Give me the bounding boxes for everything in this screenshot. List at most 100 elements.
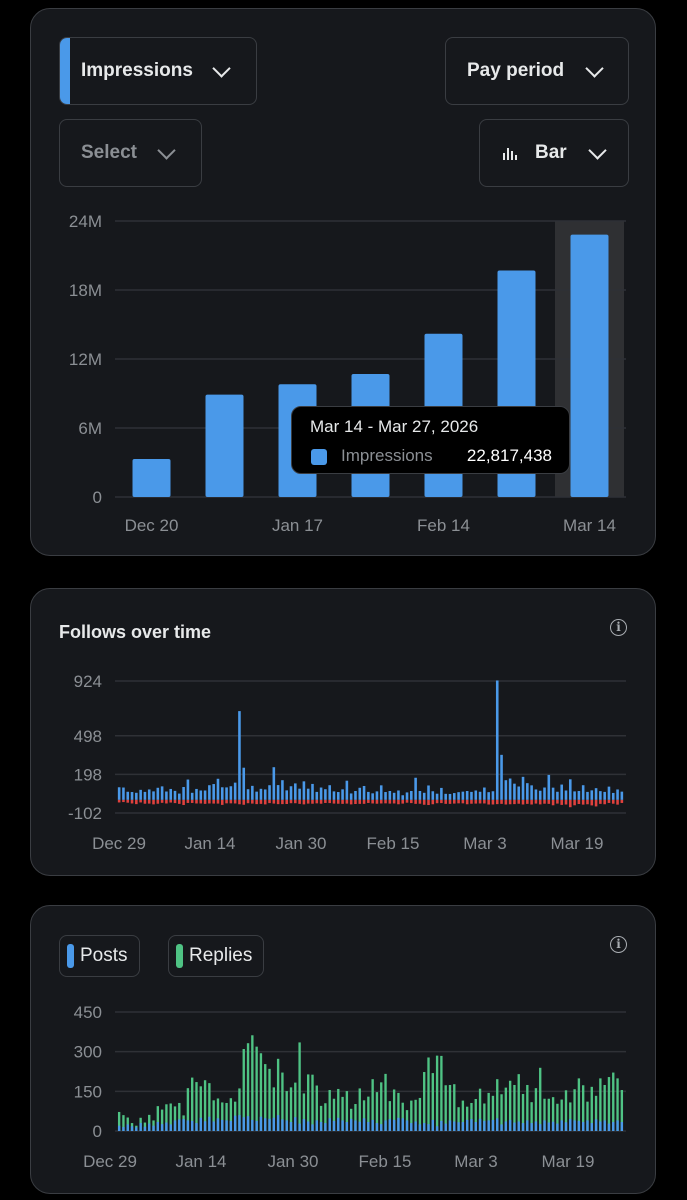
posts-bar (173, 1120, 177, 1131)
gained-bar (448, 793, 452, 800)
y-tick-label: 0 (93, 1122, 102, 1141)
posts-bar (319, 1122, 323, 1131)
gained-bar (581, 785, 585, 800)
lost-bar (444, 799, 447, 804)
y-tick-label: 24M (69, 212, 102, 231)
gained-bar (418, 791, 422, 800)
posts-bar (199, 1117, 202, 1131)
posts-bar (178, 1119, 181, 1131)
lost-bar (349, 799, 353, 805)
gained-bar (324, 789, 327, 800)
gained-bar (564, 790, 568, 800)
gained-bar (367, 791, 370, 800)
lost-bar (569, 799, 572, 808)
gained-bar (345, 780, 349, 800)
tooltip-series-label: Impressions (341, 446, 433, 465)
info-icon[interactable]: i (610, 936, 627, 953)
lost-bar (298, 799, 301, 804)
posts-bar (311, 1124, 314, 1131)
posts-bar (526, 1120, 529, 1131)
posts-bar (461, 1122, 465, 1131)
info-icon[interactable]: i (610, 619, 627, 636)
gained-bar (165, 791, 168, 800)
posts-legend-chip[interactable]: Posts (59, 935, 140, 977)
gained-bar (405, 792, 409, 800)
x-tick-label: Jan 14 (184, 834, 235, 853)
replies-bar (165, 1104, 168, 1131)
posts-bar (521, 1123, 525, 1131)
lost-bar (143, 799, 147, 804)
gained-bar (530, 785, 533, 800)
gained-bar (255, 791, 258, 800)
lost-bar (345, 799, 349, 804)
gained-bar (401, 795, 405, 800)
lost-bar (135, 799, 138, 805)
metric-dropdown[interactable]: Impressions (59, 37, 257, 105)
bar (205, 394, 244, 497)
posts-bar (289, 1122, 293, 1131)
lost-bar (517, 799, 521, 804)
replies-bar (259, 1053, 263, 1131)
lost-bar (255, 799, 258, 805)
gained-bar (302, 781, 306, 800)
gained-bar (238, 711, 241, 800)
gained-bar (186, 779, 190, 800)
x-tick-label: Mar 14 (563, 516, 616, 535)
lost-bar (405, 799, 409, 803)
replies-bar (620, 1090, 624, 1131)
replies-bar (423, 1072, 426, 1131)
lost-bar (551, 799, 555, 806)
gained-bar (332, 791, 336, 800)
posts-bar (212, 1121, 215, 1131)
gained-bar (199, 790, 203, 800)
lost-bar (594, 799, 598, 807)
posts-bar (165, 1122, 168, 1131)
replies-bar (311, 1074, 314, 1131)
x-tick-label: Mar 19 (551, 834, 604, 853)
gained-bar (487, 792, 490, 800)
tooltip-series-swatch (311, 449, 327, 465)
replies-bar (195, 1082, 198, 1131)
gained-bar (139, 789, 142, 800)
gained-bar (599, 791, 602, 800)
gained-bar (474, 790, 478, 800)
select-dropdown[interactable]: Select (59, 119, 202, 187)
gained-bar (547, 774, 551, 800)
posts-bar (264, 1118, 267, 1131)
replies-bar (216, 1098, 220, 1131)
period-dropdown-label: Pay period (467, 60, 565, 81)
gained-bar (452, 793, 456, 800)
lost-bar (538, 799, 542, 805)
gained-bar (126, 791, 130, 800)
lost-bar (603, 799, 606, 805)
posts-bar (569, 1119, 572, 1131)
lost-bar (379, 799, 383, 804)
gained-bar (117, 787, 121, 800)
replies-bar (410, 1100, 413, 1131)
lost-bar (362, 799, 366, 804)
replies-swatch (176, 944, 183, 968)
posts-bar (594, 1119, 598, 1131)
gained-bar (173, 790, 177, 800)
lost-bar (616, 799, 619, 805)
lost-bar (289, 799, 293, 804)
gained-bar (384, 792, 387, 800)
replies-bar (345, 1091, 349, 1131)
replies-legend-chip[interactable]: Replies (168, 935, 264, 977)
replies-bar (255, 1046, 258, 1131)
gained-bar (216, 778, 220, 800)
posts-bar (405, 1120, 409, 1131)
chart-type-dropdown[interactable]: Bar (479, 119, 629, 187)
period-dropdown[interactable]: Pay period (445, 37, 629, 105)
gained-bar (362, 785, 366, 800)
gained-bar (233, 782, 237, 800)
posts-bar (388, 1119, 392, 1131)
replies-bar (264, 1064, 267, 1131)
lost-bar (414, 799, 417, 804)
replies-bar (496, 1079, 499, 1131)
posts-bar (285, 1120, 288, 1131)
replies-bar (487, 1092, 490, 1131)
posts-bar (380, 1124, 383, 1131)
metric-dropdown-label: Impressions (81, 60, 193, 81)
lost-bar (530, 799, 533, 805)
